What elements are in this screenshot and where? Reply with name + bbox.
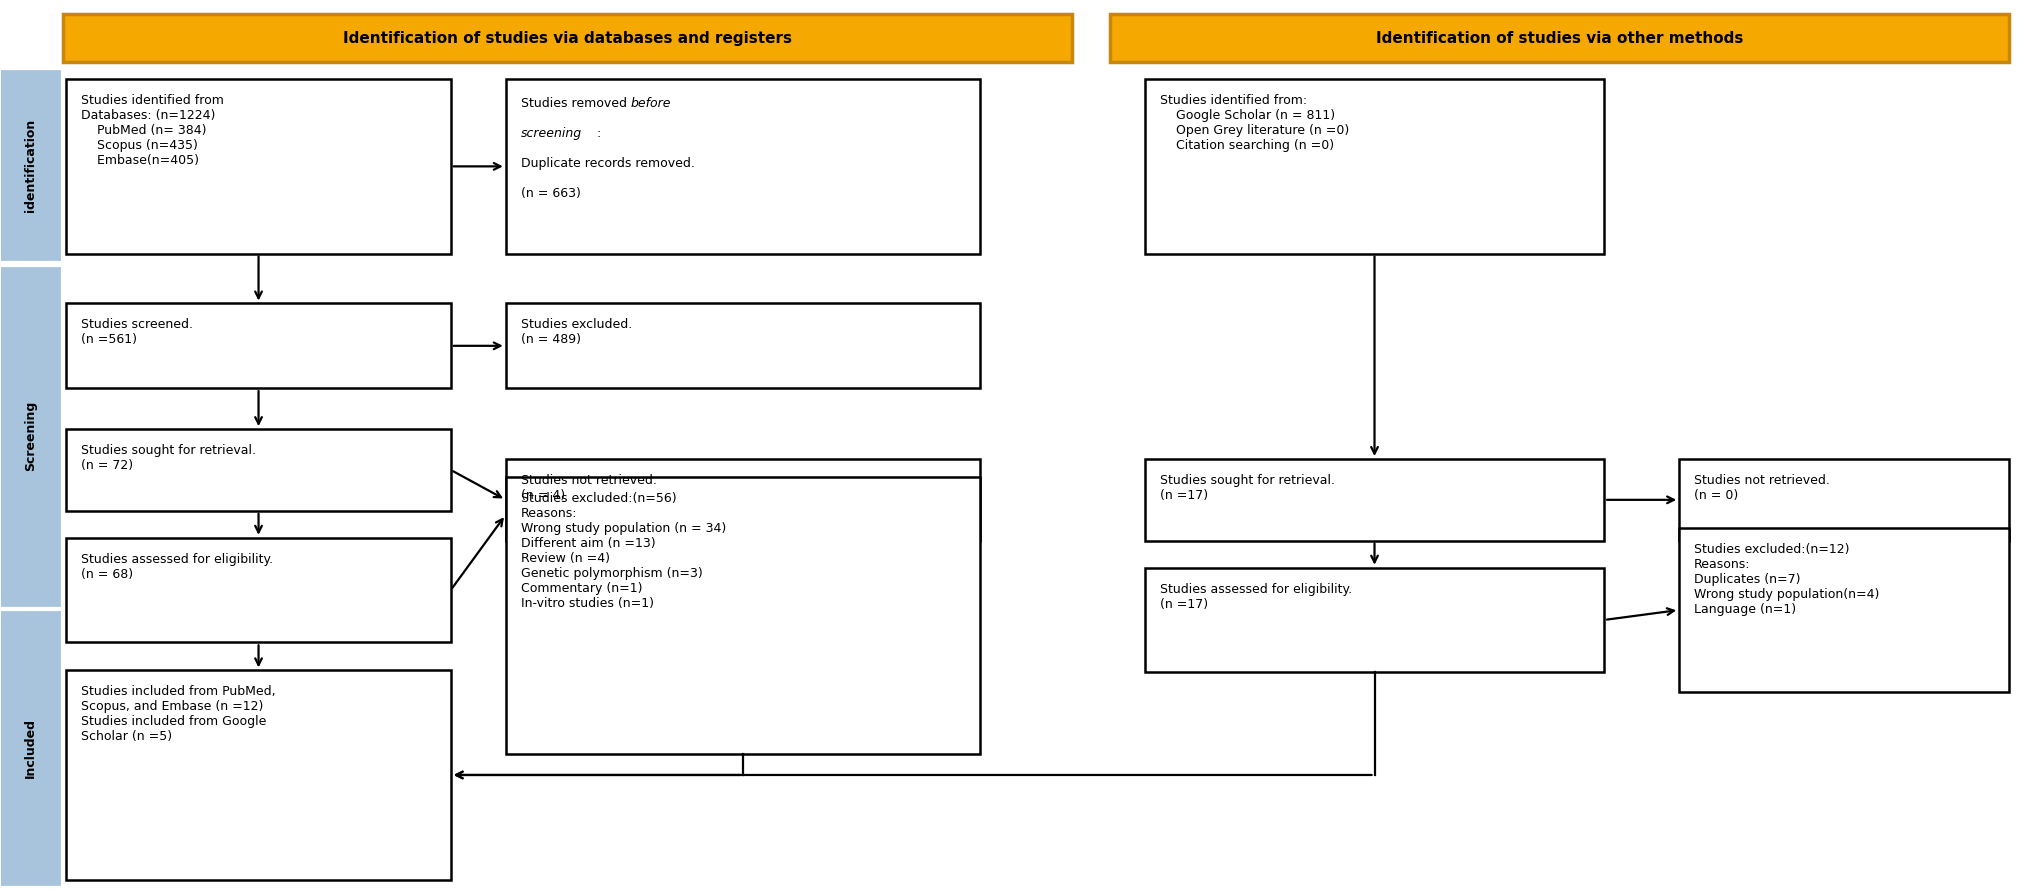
FancyBboxPatch shape bbox=[1144, 568, 1603, 672]
Text: Studies sought for retrieval.
(n =17): Studies sought for retrieval. (n =17) bbox=[1160, 474, 1335, 502]
Text: Studies screened.
(n =561): Studies screened. (n =561) bbox=[81, 319, 193, 346]
Text: Studies removed: Studies removed bbox=[520, 97, 630, 110]
FancyBboxPatch shape bbox=[67, 79, 451, 254]
FancyBboxPatch shape bbox=[67, 429, 451, 511]
FancyBboxPatch shape bbox=[506, 79, 979, 254]
Text: (n = 663): (n = 663) bbox=[520, 187, 581, 200]
Text: Studies excluded.
(n = 489): Studies excluded. (n = 489) bbox=[520, 319, 632, 346]
Text: Included: Included bbox=[24, 718, 37, 778]
Text: Identification of studies via other methods: Identification of studies via other meth… bbox=[1376, 30, 1743, 46]
FancyBboxPatch shape bbox=[1678, 459, 2010, 540]
Text: Studies assessed for eligibility.
(n = 68): Studies assessed for eligibility. (n = 6… bbox=[81, 553, 274, 580]
FancyBboxPatch shape bbox=[1678, 528, 2010, 692]
FancyBboxPatch shape bbox=[506, 477, 979, 754]
FancyBboxPatch shape bbox=[67, 538, 451, 642]
Text: Studies excluded:(n=12)
Reasons:
Duplicates (n=7)
Wrong study population(n=4)
La: Studies excluded:(n=12) Reasons: Duplica… bbox=[1695, 543, 1880, 615]
Text: Studies excluded:(n=56)
Reasons:
Wrong study population (n = 34)
Different aim (: Studies excluded:(n=56) Reasons: Wrong s… bbox=[520, 492, 725, 610]
Text: Studies assessed for eligibility.
(n =17): Studies assessed for eligibility. (n =17… bbox=[1160, 582, 1351, 611]
FancyBboxPatch shape bbox=[63, 14, 1073, 63]
FancyBboxPatch shape bbox=[1109, 14, 2010, 63]
FancyBboxPatch shape bbox=[1144, 459, 1603, 540]
Text: Studies not retrieved.
(n = 0): Studies not retrieved. (n = 0) bbox=[1695, 474, 1831, 502]
FancyBboxPatch shape bbox=[1144, 79, 1603, 254]
Text: :: : bbox=[597, 127, 601, 140]
FancyBboxPatch shape bbox=[506, 304, 979, 388]
FancyBboxPatch shape bbox=[506, 459, 979, 540]
Text: Duplicate records removed.: Duplicate records removed. bbox=[520, 157, 695, 170]
FancyBboxPatch shape bbox=[2, 71, 59, 259]
FancyBboxPatch shape bbox=[67, 304, 451, 388]
Text: Studies sought for retrieval.
(n = 72): Studies sought for retrieval. (n = 72) bbox=[81, 444, 256, 472]
Text: Studies identified from:
    Google Scholar (n = 811)
    Open Grey literature (: Studies identified from: Google Scholar … bbox=[1160, 94, 1349, 152]
Text: before: before bbox=[630, 97, 671, 110]
Text: Studies not retrieved.
(n = 4): Studies not retrieved. (n = 4) bbox=[520, 474, 656, 502]
FancyBboxPatch shape bbox=[2, 613, 59, 884]
FancyBboxPatch shape bbox=[67, 671, 451, 880]
Text: Studies identified from
Databases: (n=1224)
    PubMed (n= 384)
    Scopus (n=43: Studies identified from Databases: (n=12… bbox=[81, 94, 224, 167]
FancyBboxPatch shape bbox=[2, 268, 59, 605]
Text: identification: identification bbox=[24, 118, 37, 212]
Text: Studies included from PubMed,
Scopus, and Embase (n =12)
Studies included from G: Studies included from PubMed, Scopus, an… bbox=[81, 685, 276, 743]
Text: Screening: Screening bbox=[24, 401, 37, 472]
Text: Identification of studies via databases and registers: Identification of studies via databases … bbox=[343, 30, 792, 46]
Text: screening: screening bbox=[520, 127, 581, 140]
